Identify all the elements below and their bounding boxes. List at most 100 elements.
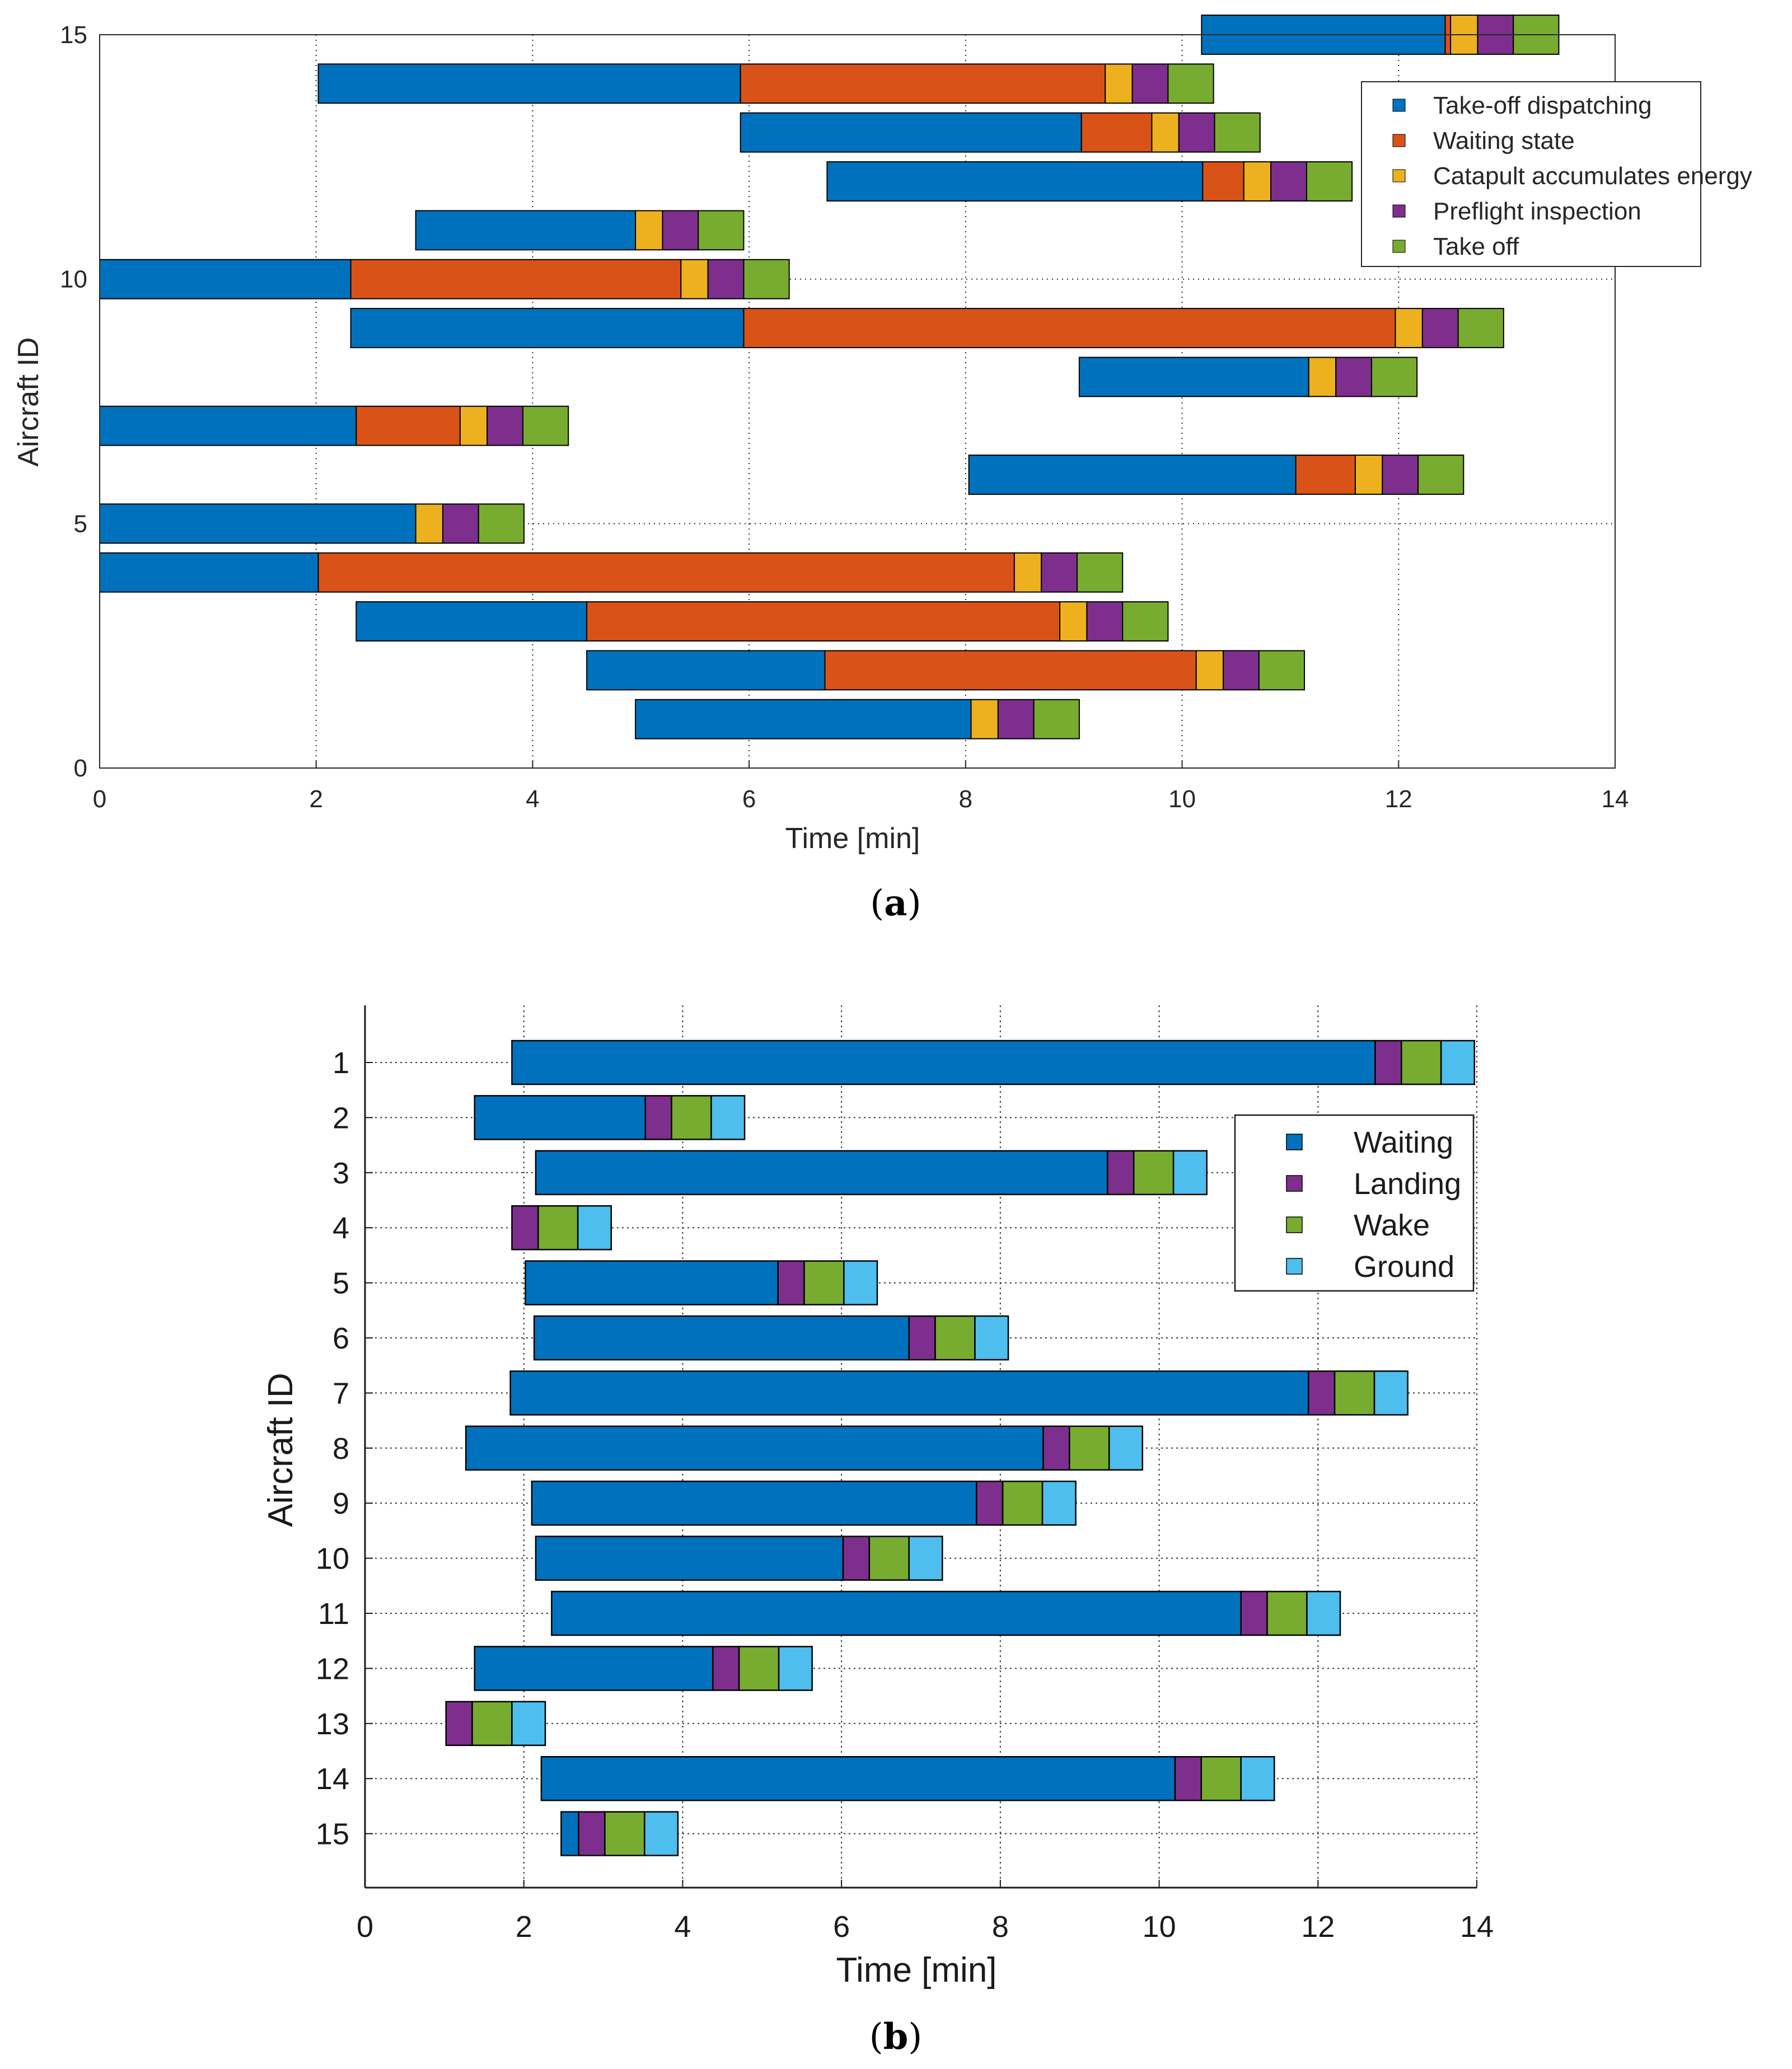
b-y-tick-label: 12 xyxy=(316,1652,349,1686)
b-bar-segment xyxy=(1069,1425,1110,1471)
b-bar-segment xyxy=(1002,1480,1044,1526)
a-bar-segment xyxy=(99,503,417,544)
a-bar-segment xyxy=(1308,357,1337,397)
b-bar-segment xyxy=(1200,1756,1242,1801)
b-bar-segment xyxy=(1107,1150,1135,1196)
b-bar-segment xyxy=(535,1150,1108,1196)
a-bar-segment xyxy=(1086,601,1124,642)
a-bar-segment xyxy=(1202,161,1244,202)
b-bar-segment xyxy=(604,1811,645,1856)
b-x-tick-label: 2 xyxy=(516,1910,532,1944)
a-legend-label: Catapult accumulates energy xyxy=(1433,162,1752,190)
b-bar-segment xyxy=(1240,1590,1268,1636)
a-bar-segment xyxy=(1059,601,1088,642)
a-bar-segment xyxy=(635,699,972,739)
b-bar-segment xyxy=(535,1536,844,1581)
b-bar-segment xyxy=(551,1590,1242,1636)
a-bar-segment xyxy=(355,405,461,446)
b-bar-segment xyxy=(908,1315,936,1361)
b-bar-segment xyxy=(577,1205,612,1251)
b-bar-segment xyxy=(1108,1425,1144,1471)
a-bar-segment xyxy=(1395,308,1423,348)
b-bar-segment xyxy=(644,1095,672,1140)
b-y-tick-label: 11 xyxy=(318,1597,349,1631)
a-bar-segment xyxy=(1122,601,1169,642)
a-bar-segment xyxy=(1178,112,1215,153)
b-bar-segment xyxy=(511,1040,1376,1085)
panel-b-legend: Waiting Landing Wake Ground xyxy=(1234,1114,1475,1292)
b-x-tick-label: 8 xyxy=(992,1910,1009,1944)
a-bar-segment xyxy=(1306,161,1353,202)
b-y-tick-label: 1 xyxy=(333,1046,349,1080)
a-x-tick-label: 8 xyxy=(959,785,972,813)
b-bar-segment xyxy=(474,1646,714,1691)
b-y-tick-label: 13 xyxy=(316,1707,349,1741)
b-x-tick-label: 0 xyxy=(357,1910,373,1944)
a-bar-segment xyxy=(1258,650,1306,691)
b-bar-segment xyxy=(671,1095,712,1140)
a-bar-segment xyxy=(1077,552,1124,593)
b-y-tick-label: 2 xyxy=(333,1101,349,1135)
panel-a-caption: (a) xyxy=(870,882,921,924)
a-bar-segment xyxy=(1421,308,1459,348)
b-bar-segment xyxy=(1240,1756,1275,1801)
a-bar-segment xyxy=(99,259,352,299)
b-bar-segment xyxy=(1374,1040,1402,1085)
a-bar-segment xyxy=(997,699,1035,739)
b-bar-segment xyxy=(509,1370,1309,1416)
b-bar-segment xyxy=(868,1536,910,1581)
a-legend-label: Take-off dispatching xyxy=(1433,92,1652,119)
b-bar-segment xyxy=(712,1646,740,1691)
a-bar-segment xyxy=(826,161,1204,202)
a-bar-segment xyxy=(586,650,826,691)
a-bar-segment xyxy=(740,63,1106,104)
a-x-tick-label: 4 xyxy=(526,785,539,813)
b-bar-segment xyxy=(531,1480,977,1526)
panel-a-legend: Take-off dispatching Waiting state Catapul… xyxy=(1361,81,1752,267)
a-bar-segment xyxy=(743,308,1396,348)
panel-a-axes-frame xyxy=(99,34,1616,769)
panel-b-bars xyxy=(445,1040,1475,1856)
a-bar-segment xyxy=(1270,161,1307,202)
a-y-tick-label: 5 xyxy=(74,510,87,537)
b-bar-segment xyxy=(445,1701,473,1747)
b-bar-segment xyxy=(843,1260,878,1305)
b-legend-box xyxy=(1234,1114,1475,1292)
a-bar-segment xyxy=(522,405,569,446)
panel-b-x-tick-labels: 0 2 4 6 8 10 12 14 xyxy=(357,1910,1494,1944)
b-bar-segment xyxy=(974,1315,1009,1361)
panel-a-y-tick-labels: 0 5 10 15 xyxy=(60,21,87,782)
a-bar-segment xyxy=(99,405,357,446)
a-legend-swatch xyxy=(1392,169,1406,182)
b-y-tick-label: 6 xyxy=(333,1322,349,1355)
b-bar-segment xyxy=(540,1756,1176,1801)
b-legend-swatch xyxy=(1286,1258,1303,1275)
a-legend-label: Take off xyxy=(1433,233,1519,260)
b-x-tick-label: 10 xyxy=(1143,1910,1176,1944)
a-bar-segment xyxy=(698,210,745,251)
a-bar-segment xyxy=(1214,112,1261,153)
b-bar-segment xyxy=(976,1480,1004,1526)
a-bar-segment xyxy=(740,112,1082,153)
a-bar-segment xyxy=(1105,63,1133,104)
b-bar-segment xyxy=(474,1095,647,1140)
b-bar-segment xyxy=(1306,1590,1341,1636)
b-y-tick-label: 5 xyxy=(333,1267,349,1300)
a-bar-segment xyxy=(1417,455,1465,495)
a-legend-swatch xyxy=(1392,240,1406,253)
panel-a-x-axis-label: Time [min] xyxy=(785,822,920,855)
b-bar-segment xyxy=(1308,1370,1336,1416)
b-legend-label: Ground xyxy=(1354,1250,1454,1284)
b-x-tick-label: 4 xyxy=(674,1910,691,1944)
a-x-tick-label: 12 xyxy=(1385,785,1412,813)
a-bar-segment xyxy=(1041,552,1078,593)
b-bar-segment xyxy=(525,1260,779,1305)
a-bar-segment xyxy=(350,308,745,348)
a-x-tick-label: 6 xyxy=(742,785,756,813)
a-y-tick-label: 0 xyxy=(74,755,87,782)
b-bar-segment xyxy=(778,1646,813,1691)
a-bar-segment xyxy=(1151,112,1180,153)
